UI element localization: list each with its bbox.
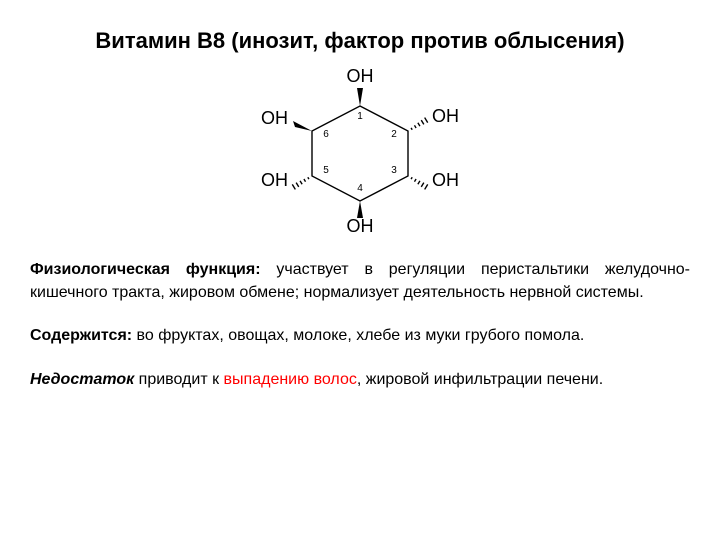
carbon-num-6: 6 xyxy=(323,129,329,140)
carbon-num-3: 3 xyxy=(391,165,397,176)
oh-upper-left: OH xyxy=(261,108,288,128)
oh-top: OH xyxy=(347,66,374,86)
slide: Витамин В8 (инозит, фактор против облысе… xyxy=(0,0,720,540)
text-deficiency-pre: приводит к xyxy=(134,371,223,388)
paragraph-sources: Содержится: во фруктах, овощах, молоке, … xyxy=(30,324,690,347)
paragraph-deficiency: Недостаток приводит к выпадению волос, ж… xyxy=(30,368,690,391)
molecule-diagram: OH OH OH OH OH OH 1 2 3 4 5 6 xyxy=(260,66,460,236)
molecule-diagram-wrap: OH OH OH OH OH OH 1 2 3 4 5 6 xyxy=(30,66,690,236)
slide-title: Витамин В8 (инозит, фактор против облысе… xyxy=(30,28,690,54)
oh-lower-left: OH xyxy=(261,170,288,190)
carbon-num-5: 5 xyxy=(323,165,329,176)
label-function: Физиологическая функция: xyxy=(30,261,261,278)
paragraph-function: Физиологическая функция: участвует в рег… xyxy=(30,258,690,304)
label-deficiency: Недостаток xyxy=(30,371,134,388)
carbon-num-4: 4 xyxy=(357,183,363,194)
carbon-num-1: 1 xyxy=(357,111,363,122)
text-sources: во фруктах, овощах, молоке, хлебе из мук… xyxy=(132,327,584,344)
text-deficiency-post: , жировой инфильтрации печени. xyxy=(357,371,603,388)
text-deficiency-highlight: выпадению волос xyxy=(224,371,357,388)
body-text: Физиологическая функция: участвует в рег… xyxy=(30,258,690,391)
label-sources: Содержится: xyxy=(30,327,132,344)
oh-bottom: OH xyxy=(347,216,374,236)
carbon-num-2: 2 xyxy=(391,129,397,140)
oh-lower-right: OH xyxy=(432,170,459,190)
oh-upper-right: OH xyxy=(432,106,459,126)
